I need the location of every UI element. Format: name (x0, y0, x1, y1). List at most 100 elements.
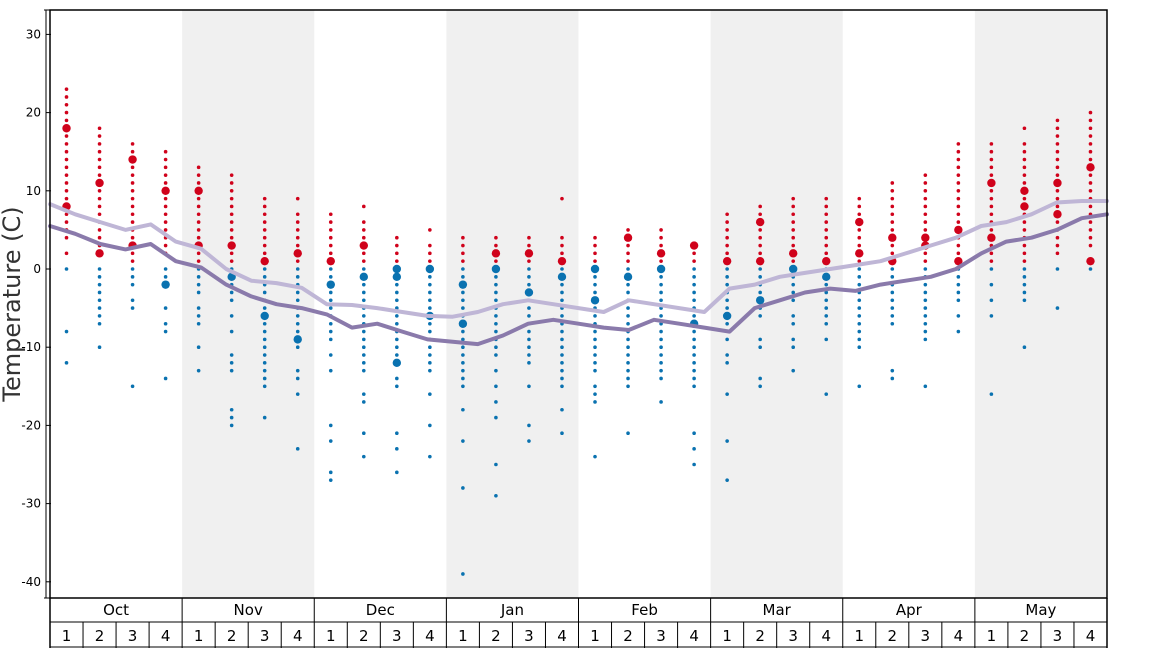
warm-dot (64, 110, 69, 115)
cold-dot (527, 306, 531, 310)
cold-dot (560, 267, 564, 271)
cold-dot (163, 267, 168, 271)
warm-dot (196, 181, 201, 185)
cold-dot (1022, 282, 1027, 287)
warm-dot (97, 149, 102, 154)
warm-dot (1055, 165, 1060, 170)
cold-dot (392, 272, 402, 282)
warm-dot (295, 259, 300, 263)
cold-dot (626, 314, 630, 318)
warm-dot (97, 134, 102, 138)
cold-dot (328, 439, 333, 443)
cold-dot (824, 306, 829, 310)
cold-dot (923, 321, 928, 326)
cold-dot (626, 353, 630, 357)
warm-dot (163, 173, 168, 177)
cold-dot (395, 282, 399, 287)
warm-dot (428, 259, 432, 263)
warm-dot (725, 235, 729, 240)
warm-dot (923, 196, 928, 201)
week-label: 3 (128, 627, 138, 645)
warm-dot (626, 243, 630, 248)
cold-dot (758, 267, 762, 271)
cold-dot (560, 314, 564, 318)
warm-dot (428, 228, 432, 232)
cold-dot (626, 290, 630, 295)
warm-dot (130, 142, 135, 146)
warm-dot (956, 220, 961, 224)
cold-dot (692, 282, 696, 287)
month-label: Mar (763, 601, 792, 619)
warm-dot (1055, 126, 1060, 131)
warm-dot (196, 165, 201, 170)
warm-dot (1022, 196, 1027, 201)
warm-dot (1055, 220, 1060, 224)
cold-dot (196, 314, 201, 318)
cold-dot (560, 345, 564, 350)
warm-dot (954, 225, 963, 235)
cold-dot (361, 290, 366, 295)
warm-dot (1088, 118, 1093, 123)
cold-dot (822, 272, 831, 282)
cold-dot (425, 264, 435, 274)
cold-dot (328, 478, 333, 482)
warm-dot (97, 157, 102, 162)
cold-dot (163, 329, 168, 334)
warm-dot (956, 196, 961, 201)
cold-dot (527, 314, 531, 318)
warm-dot (923, 173, 928, 177)
cold-dot (262, 415, 267, 420)
cold-dot (491, 264, 501, 274)
cold-dot (458, 280, 468, 289)
warm-dot (989, 149, 994, 154)
cold-dot (659, 329, 663, 334)
warm-dot (987, 233, 996, 242)
warm-dot (428, 251, 432, 256)
cold-dot (64, 361, 69, 365)
warm-dot (855, 249, 864, 258)
cold-dot (857, 321, 862, 326)
cold-dot (361, 454, 366, 459)
cold-dot (791, 321, 796, 326)
cold-dot (328, 321, 333, 326)
cold-dot (725, 282, 729, 287)
cold-dot (758, 314, 762, 318)
warm-dot (262, 228, 267, 232)
warm-dot (328, 243, 333, 248)
cold-dot (1022, 290, 1027, 295)
cold-dot (659, 361, 663, 365)
warm-dot (1088, 157, 1093, 162)
warm-dot (857, 243, 862, 248)
week-label: 2 (755, 627, 765, 645)
warm-dot (196, 220, 201, 224)
cold-dot (328, 298, 333, 303)
warm-dot (956, 157, 961, 162)
warm-dot (1022, 165, 1027, 170)
warm-dot (560, 235, 564, 240)
cold-dot (361, 392, 366, 396)
cold-dot (923, 290, 928, 295)
cold-dot (97, 298, 102, 303)
week-label: 1 (722, 627, 732, 645)
warm-dot (1086, 163, 1095, 172)
week-label: 2 (623, 627, 633, 645)
cold-dot (1055, 267, 1060, 271)
cold-dot (163, 321, 168, 326)
cold-dot (758, 337, 762, 342)
warm-dot (260, 256, 269, 266)
warm-dot (64, 189, 69, 193)
y-tick-label: 20 (26, 106, 41, 120)
cold-dot (890, 267, 895, 271)
cold-dot (527, 337, 531, 342)
warm-dot (689, 241, 699, 250)
warm-dot (262, 235, 267, 240)
cold-dot (361, 282, 366, 287)
warm-dot (196, 251, 201, 256)
warm-dot (64, 220, 69, 224)
cold-dot (626, 345, 630, 350)
warm-dot (890, 212, 895, 217)
warm-dot (64, 134, 69, 138)
warm-dot (1055, 149, 1060, 154)
cold-dot (428, 345, 432, 350)
warm-dot (196, 196, 201, 201)
